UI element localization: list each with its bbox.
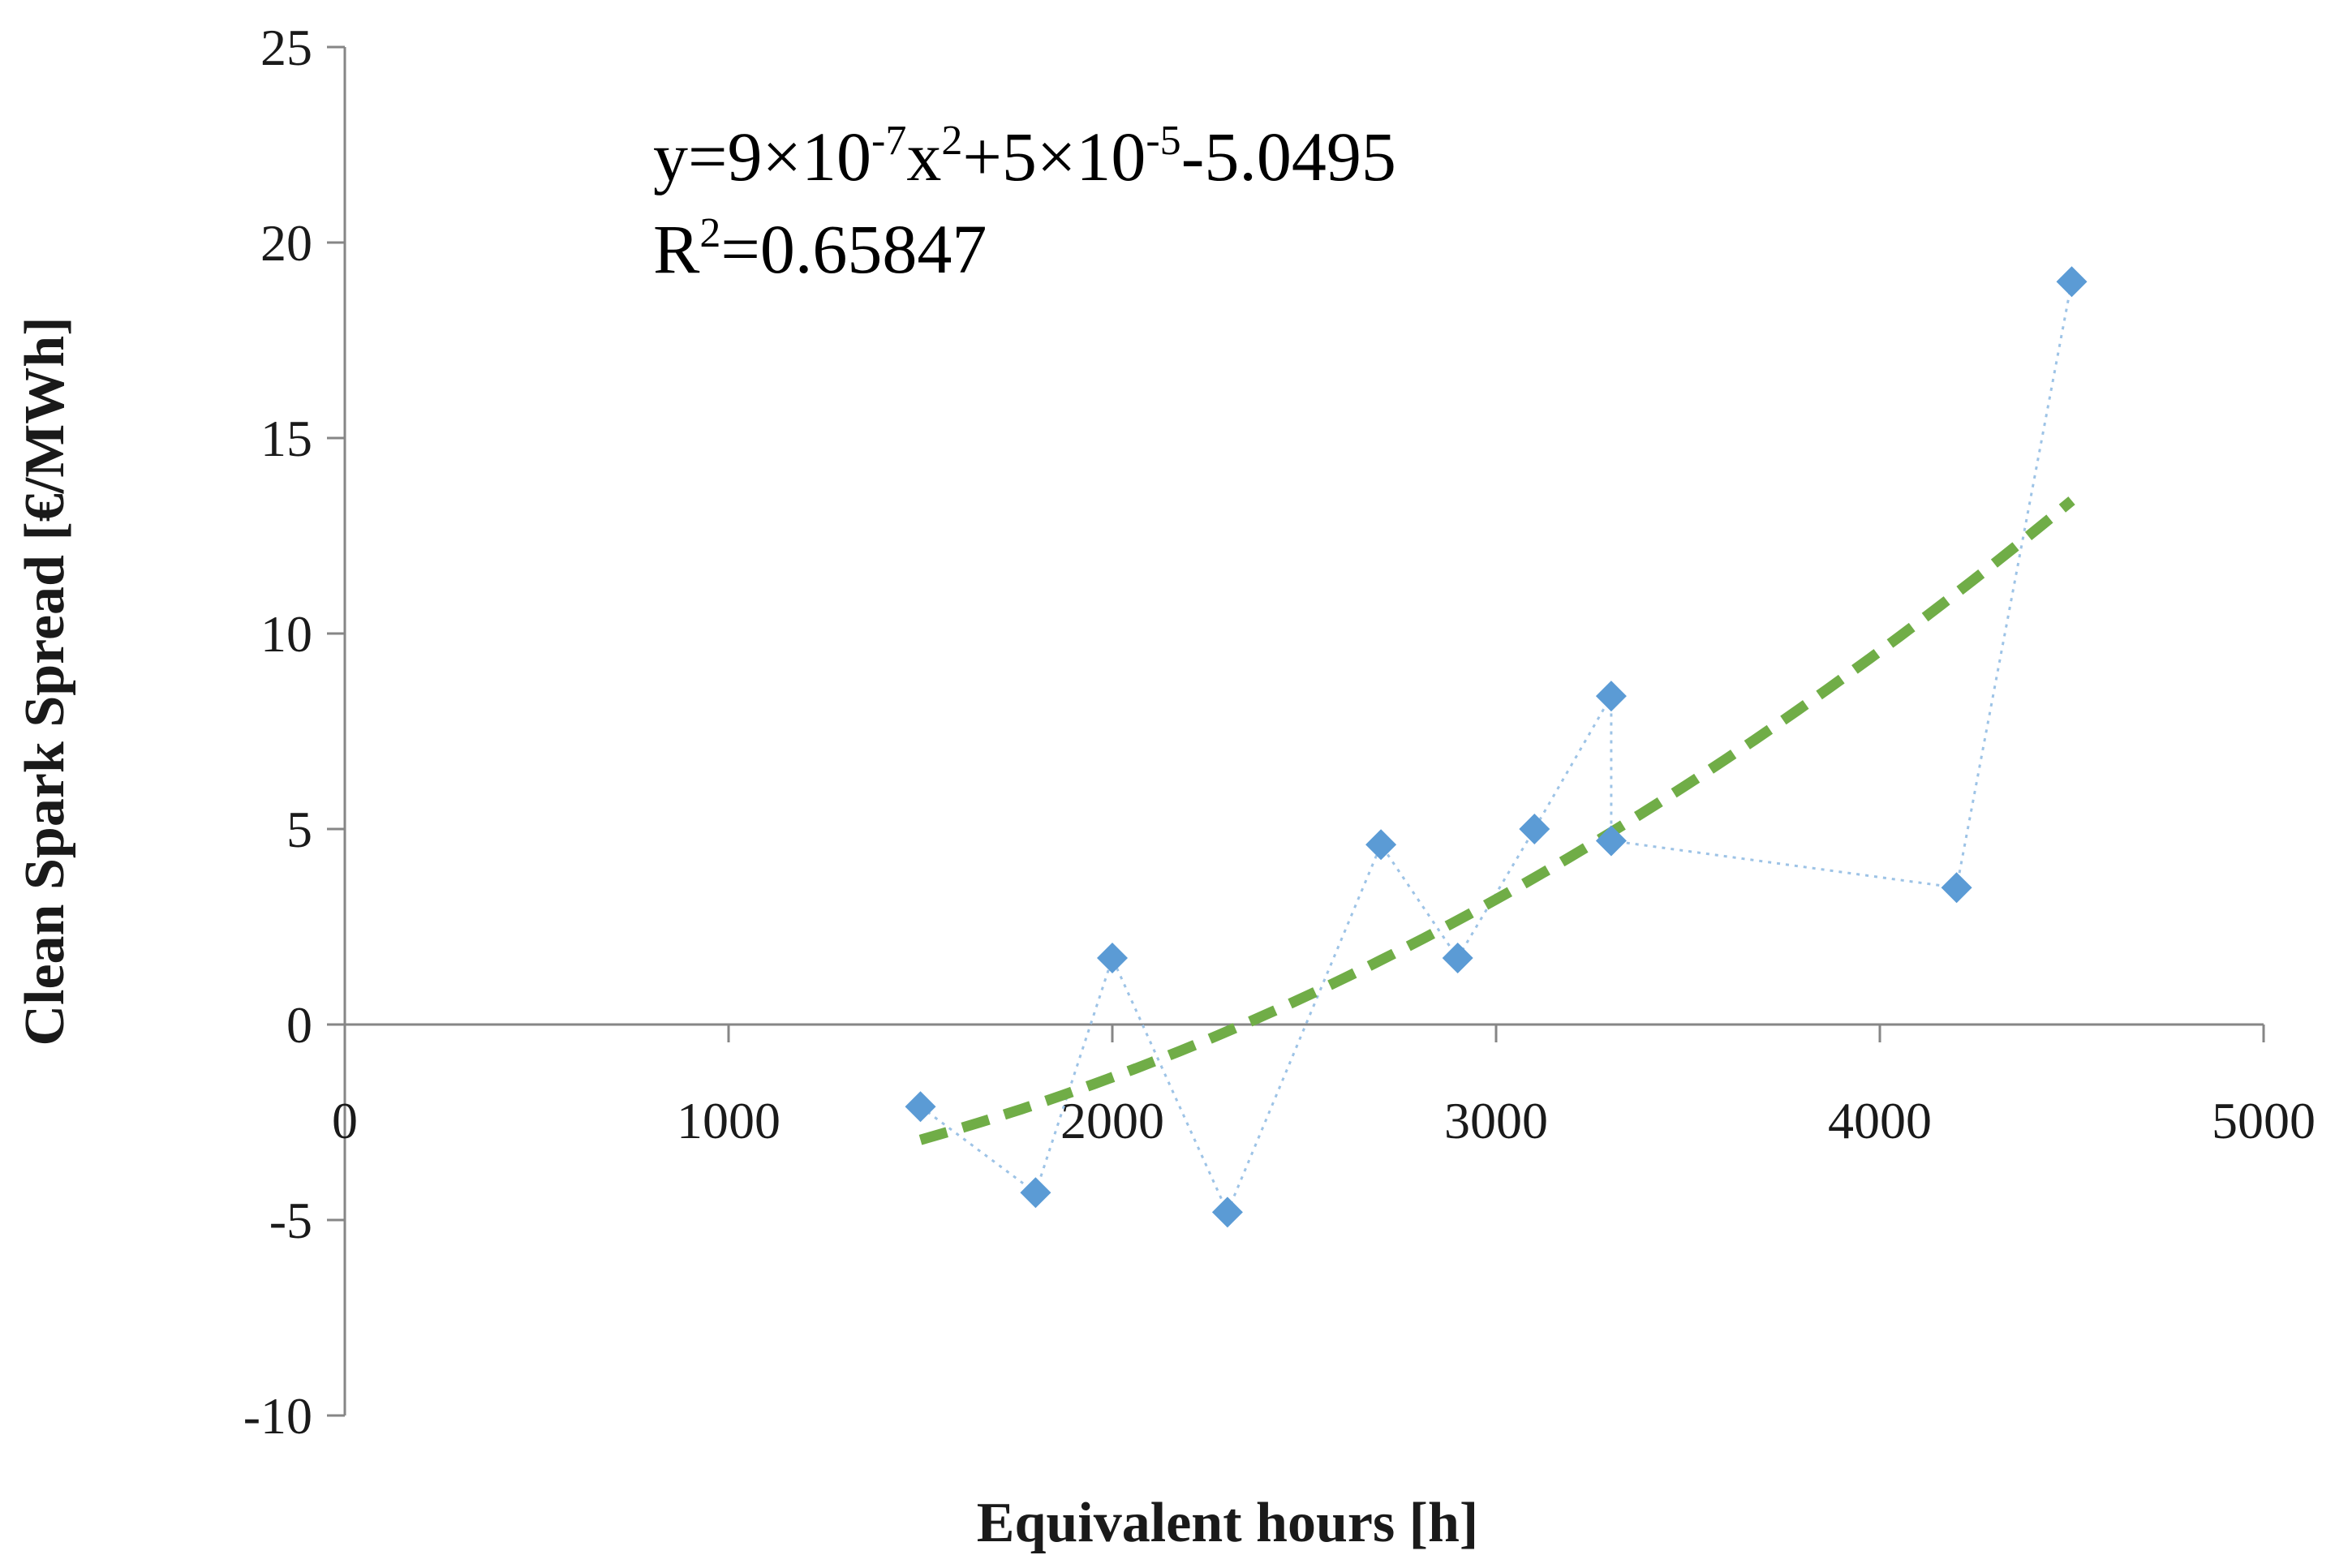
data-point — [1020, 1177, 1051, 1209]
y-axis-ticks: -10 -5 0 5 10 15 20 25 — [243, 19, 345, 1445]
x-axis-title: Equivalent hours [h] — [977, 1492, 1478, 1554]
x-tick-label: 0 — [332, 1092, 358, 1149]
data-point — [1365, 829, 1397, 861]
y-tick-label: -10 — [243, 1387, 312, 1445]
data-point — [905, 1091, 936, 1123]
y-tick-label: 20 — [260, 214, 312, 272]
data-point — [1941, 872, 1972, 904]
y-tick-label: 0 — [286, 996, 312, 1054]
data-point — [1595, 681, 1627, 712]
y-tick-label: -5 — [269, 1192, 312, 1249]
trendline — [918, 496, 2075, 1145]
axes — [343, 47, 2264, 1415]
x-tick-label: 5000 — [2212, 1092, 2316, 1149]
data-point — [1097, 943, 1128, 974]
data-point — [1211, 1196, 1243, 1228]
y-tick-label: 10 — [260, 605, 312, 663]
series-connecting-line — [919, 281, 2073, 1216]
x-tick-label: 1000 — [677, 1092, 780, 1149]
x-axis-ticks: 0 1000 2000 3000 4000 5000 — [332, 1025, 2316, 1149]
r-squared-label: R2=0.65847 — [653, 210, 987, 288]
data-point — [1442, 943, 1473, 974]
x-tick-label: 2000 — [1060, 1092, 1164, 1149]
data-point — [1519, 814, 1550, 844]
x-tick-label: 3000 — [1444, 1092, 1548, 1149]
y-tick-label: 5 — [286, 801, 312, 858]
data-point — [1595, 825, 1627, 857]
y-tick-label: 15 — [260, 410, 312, 467]
y-tick-label: 25 — [260, 19, 312, 76]
trendline-equation: y=9×10-7x2+5×10-5-5.0495 — [653, 118, 1396, 195]
data-point — [2056, 266, 2088, 298]
y-axis-title: Clean Spark Spread [€/MWh] — [14, 316, 76, 1046]
data-points — [905, 266, 2088, 1228]
x-tick-label: 4000 — [1828, 1092, 1932, 1149]
